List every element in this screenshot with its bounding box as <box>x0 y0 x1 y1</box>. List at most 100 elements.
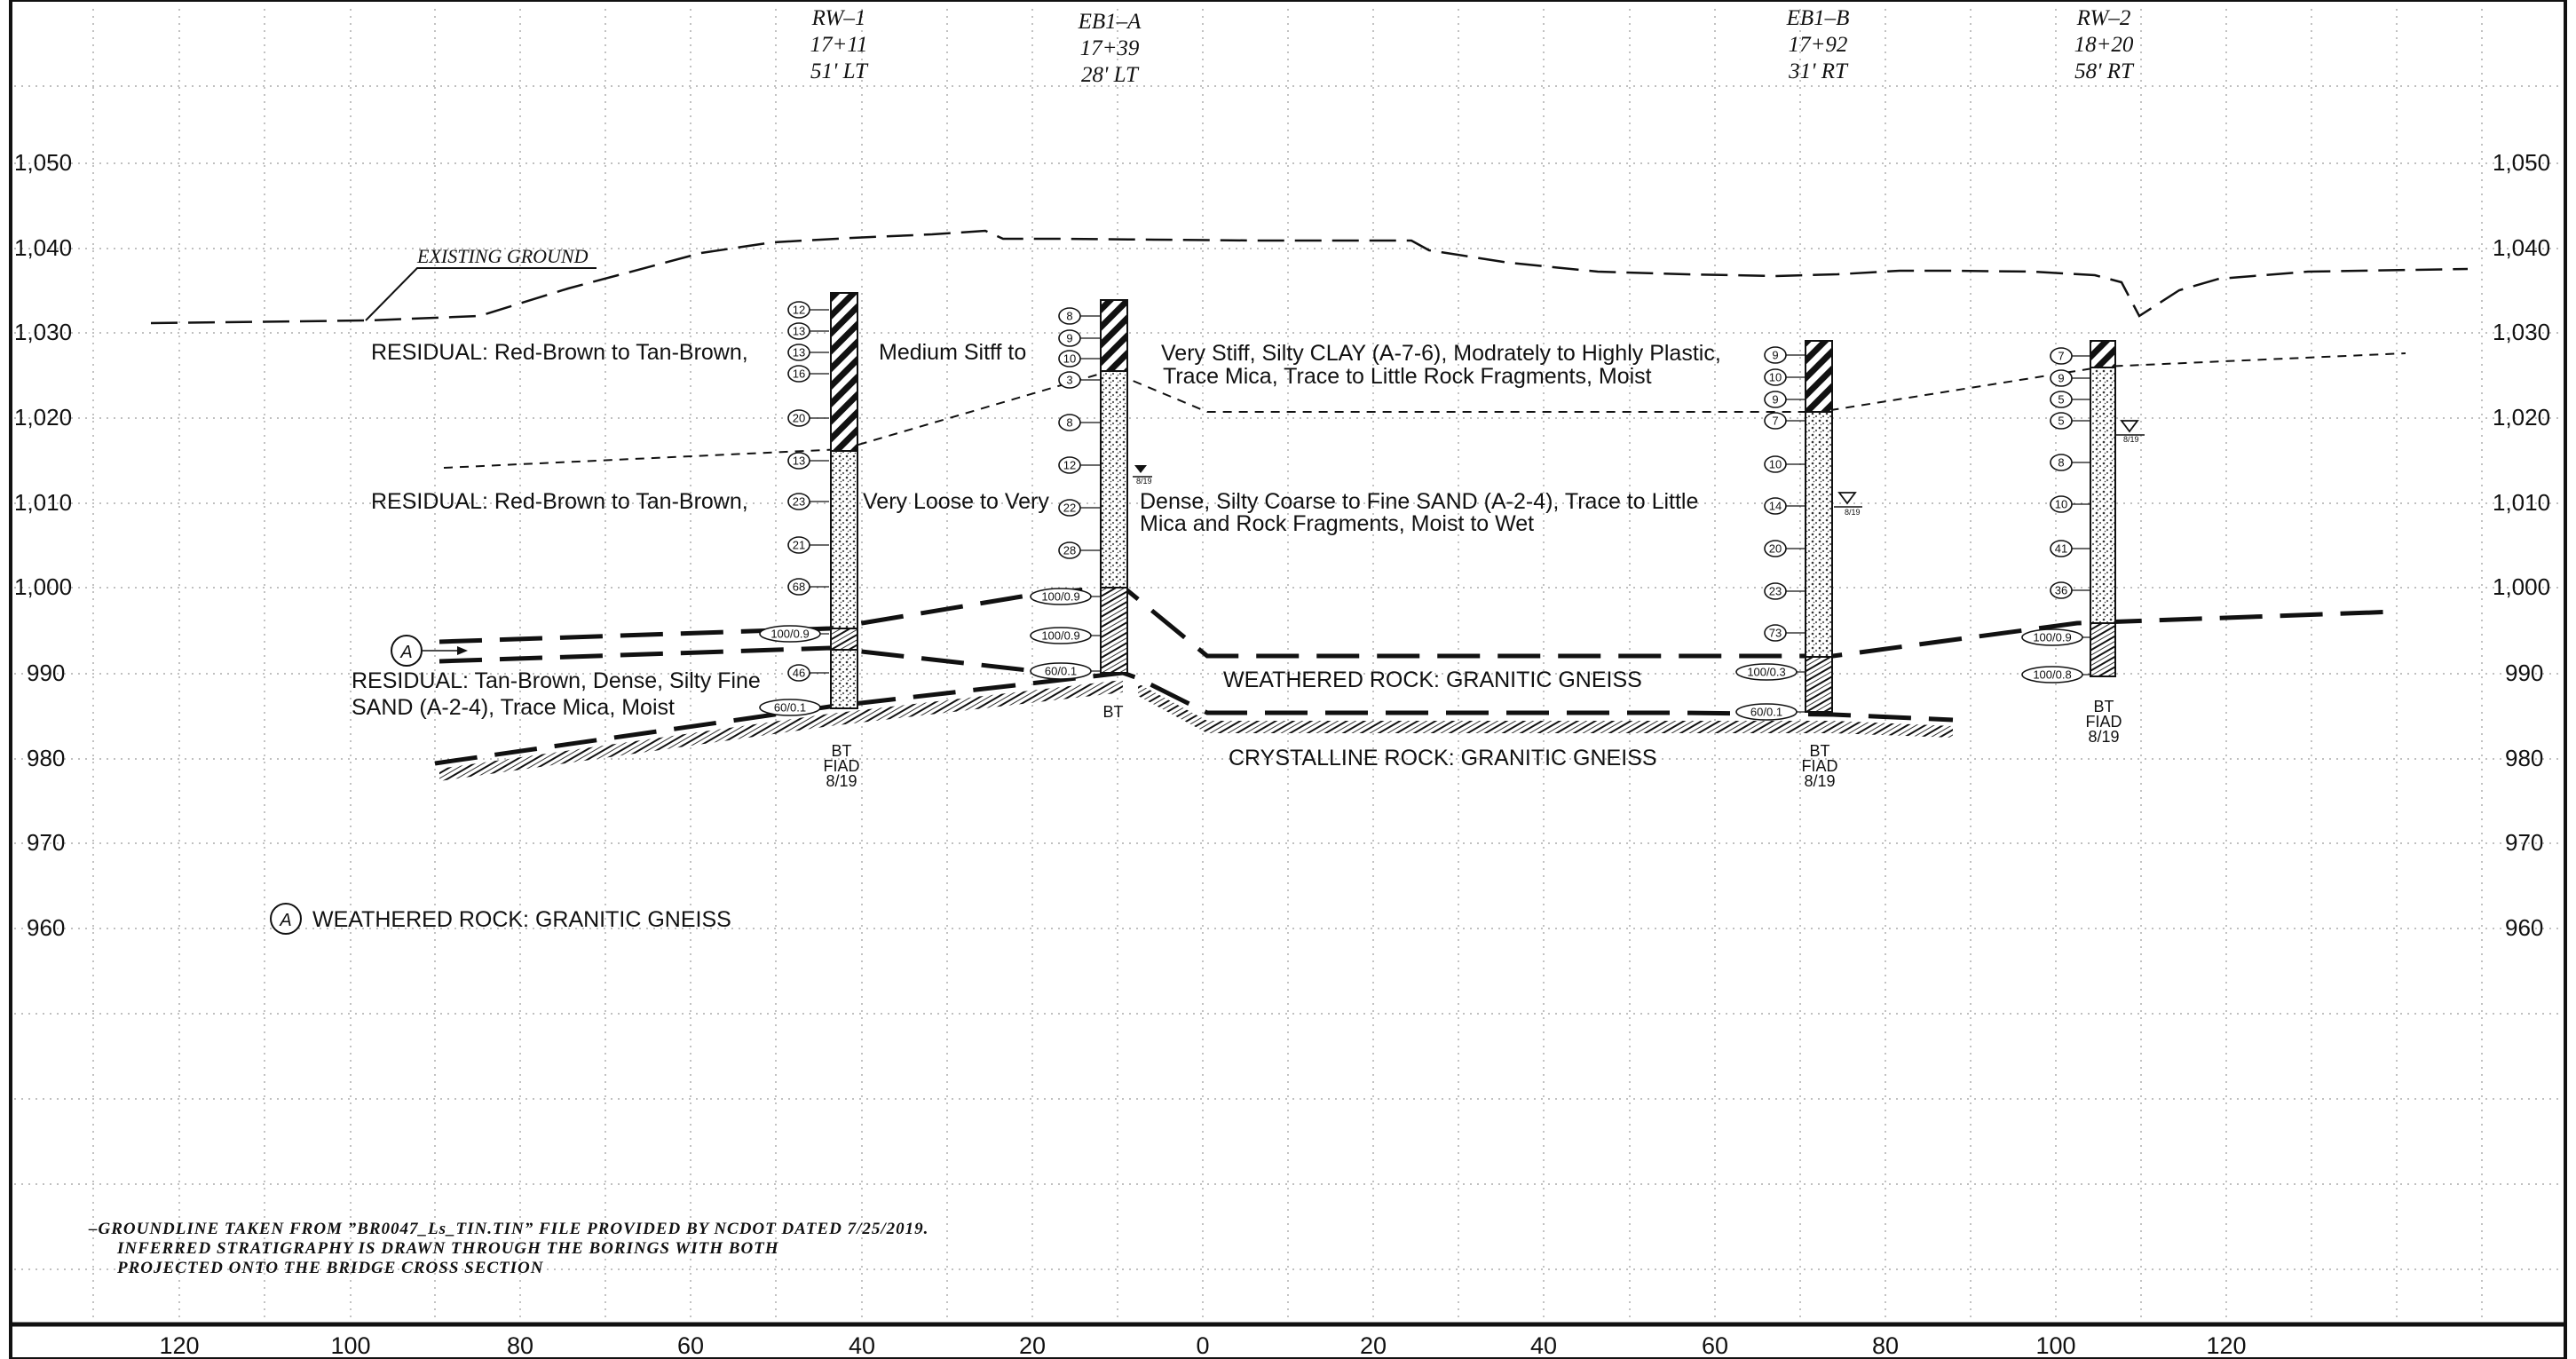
boring-header-eb1b: EB1–B 17+92 31' RT <box>1786 6 1850 83</box>
blow-count-value: 60/0.1 <box>1045 665 1077 678</box>
boring-offset: 51' LT <box>810 59 869 83</box>
crystalline-rock-top <box>434 670 1954 766</box>
blow-count-value: 68 <box>793 581 805 594</box>
elev-label: 1,040 <box>14 234 72 261</box>
blow-count-value: 10 <box>1769 458 1782 471</box>
existing-ground-label: EXISTING GROUND <box>416 245 589 267</box>
water-table-icon <box>2120 420 2139 433</box>
blow-count-value: 3 <box>1066 374 1072 387</box>
boring-termination: FIAD <box>1801 757 1837 775</box>
boring-station: 18+20 <box>2074 33 2134 57</box>
boring-termination: 8/19 <box>2088 728 2119 746</box>
blow-count-value: 100/0.3 <box>1747 666 1785 679</box>
blow-count-value: 9 <box>1772 349 1778 362</box>
legend-symbol: A <box>279 911 291 930</box>
weathered-rock-label: WEATHERED ROCK: GRANITIC GNEISS <box>1223 668 1642 692</box>
callout-arrow-icon <box>457 646 468 655</box>
boring-bottom-eb1a: BT <box>1102 703 1123 721</box>
boring-termination: BT <box>831 742 851 760</box>
boring-id: EB1–B <box>1786 6 1850 30</box>
boring-offset: 31' RT <box>1788 59 1849 83</box>
boring-rock-segment <box>2090 622 2116 677</box>
blow-count-value: 100/0.8 <box>2033 668 2071 682</box>
elevation-axis-right: 1,050 1,040 1,030 1,020 1,010 1,000 990 … <box>2493 149 2550 941</box>
elev-label: 1,040 <box>2493 234 2550 261</box>
elev-label: 1,000 <box>14 573 72 600</box>
boring-bottom-rw2: BT FIAD 8/19 <box>2085 698 2122 746</box>
blow-count-value: 16 <box>793 367 805 381</box>
blow-count-value: 41 <box>2055 542 2067 556</box>
water-table-icon <box>1134 465 1147 473</box>
boring-termination: BT <box>2093 698 2114 715</box>
water-table-date: 8/19 <box>2123 435 2139 444</box>
boring-sand-segment <box>1100 370 1128 589</box>
blow-count-value: 20 <box>1769 542 1782 556</box>
blow-count-value: 9 <box>2058 372 2064 385</box>
blow-count-value: 100/0.9 <box>1041 590 1079 604</box>
blow-count-value: 7 <box>2058 350 2064 363</box>
elevation-axis-left: 1,050 1,040 1,030 1,020 1,010 1,000 990 … <box>14 149 72 941</box>
elev-label: 990 <box>2505 660 2543 686</box>
station-label: 120 <box>159 1332 199 1359</box>
callout-symbol: A <box>399 643 412 662</box>
clay-description-part3a: Very Stiff, Silty CLAY (A-7-6), Modratel… <box>1161 341 1721 366</box>
station-label: 80 <box>1872 1332 1899 1359</box>
elev-label: 1,030 <box>14 319 72 345</box>
station-label: 40 <box>849 1332 875 1359</box>
blow-count-value: 8 <box>1066 416 1072 430</box>
legend: A WEATHERED ROCK: GRANITIC GNEISS <box>270 903 731 935</box>
boring-sand-segment <box>2090 367 2116 624</box>
boring-id: RW–1 <box>811 6 866 30</box>
boring-station: 17+92 <box>1789 33 1848 57</box>
boring-column-rw2 <box>2090 340 2116 677</box>
water-table-eb1b: 8/19 <box>1834 492 1862 517</box>
boring-id: EB1–A <box>1078 10 1142 34</box>
boring-offset: 58' RT <box>2074 59 2135 83</box>
boring-column-eb1a <box>1100 299 1128 674</box>
station-label: 120 <box>2206 1332 2246 1359</box>
elev-label: 960 <box>2505 914 2543 941</box>
sand-description-part3a: Dense, Silty Coarse to Fine SAND (A-2-4)… <box>1140 489 1698 514</box>
clay-description-part1: RESIDUAL: Red-Brown to Tan-Brown, <box>371 340 748 365</box>
clay-description-part3b: Trace Mica, Trace to Little Rock Fragmen… <box>1163 364 1652 389</box>
blow-count-value: 23 <box>793 495 805 509</box>
blow-count-value: 5 <box>2058 393 2064 407</box>
blow-count-value: 12 <box>1063 459 1076 472</box>
blow-count-value: 5 <box>2058 415 2064 428</box>
lower-sand-description-b: SAND (A-2-4), Trace Mica, Moist <box>352 695 675 720</box>
boring-termination: 8/19 <box>826 772 857 790</box>
water-table-date: 8/19 <box>1845 508 1861 517</box>
boring-sand-segment <box>830 649 858 709</box>
sand-description-part3b: Mica and Rock Fragments, Moist to Wet <box>1140 511 1534 536</box>
note-line: INFERRED STRATIGRAPHY IS DRAWN THROUGH T… <box>116 1239 779 1258</box>
elev-label: 1,050 <box>14 149 72 176</box>
elev-label: 980 <box>27 745 65 771</box>
boring-offset: 28' LT <box>1081 63 1140 87</box>
boring-station: 17+11 <box>810 33 867 57</box>
station-label: 0 <box>1196 1332 1209 1359</box>
existing-ground-leader <box>365 267 597 321</box>
boring-sand-segment <box>830 450 858 629</box>
note-line: PROJECTED ONTO THE BRIDGE CROSS SECTION <box>116 1259 544 1277</box>
blow-count-value: 36 <box>2055 584 2067 597</box>
boring-clay-segment <box>1100 299 1128 372</box>
station-label: 60 <box>1702 1332 1728 1359</box>
elev-label: 1,050 <box>2493 149 2550 176</box>
blow-count-value: 8 <box>2058 456 2064 470</box>
blow-count-value: 100/0.9 <box>2033 631 2071 644</box>
blow-count-value: 9 <box>1772 393 1778 407</box>
blow-count-value: 12 <box>793 304 805 317</box>
drawing-notes: –GROUNDLINE TAKEN FROM ”BR0047_Ls_TIN.TI… <box>88 1220 928 1277</box>
boring-header-eb1a: EB1–A 17+39 28' LT <box>1078 10 1142 87</box>
elev-label: 990 <box>27 660 65 686</box>
boring-clay-segment <box>2090 340 2116 368</box>
station-label: 20 <box>1360 1332 1387 1359</box>
elev-label: 970 <box>2505 829 2543 856</box>
note-line: –GROUNDLINE TAKEN FROM ”BR0047_Ls_TIN.TI… <box>88 1220 928 1238</box>
boring-rock-segment <box>1805 656 1833 713</box>
boring-header-rw1: RW–1 17+11 51' LT <box>810 6 869 83</box>
elev-label: 1,020 <box>2493 404 2550 431</box>
blow-count-value: 10 <box>2055 498 2067 511</box>
blow-count-value: 46 <box>793 667 805 680</box>
